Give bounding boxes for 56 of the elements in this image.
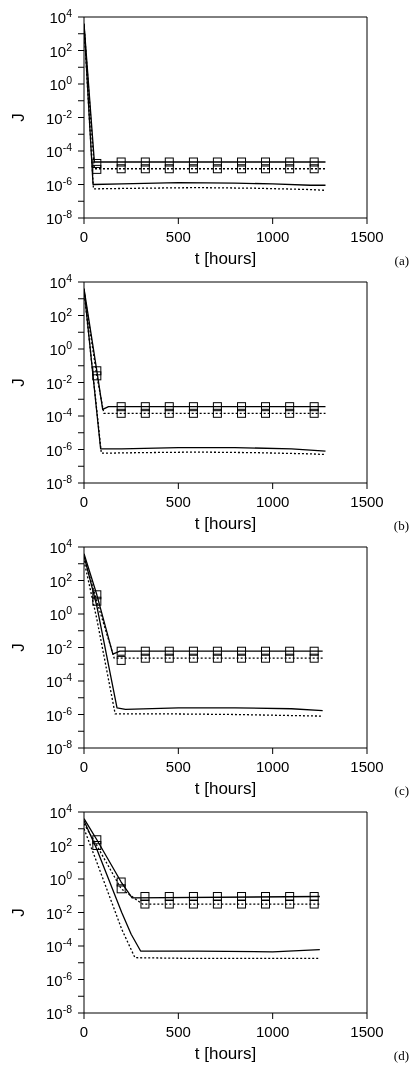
y-axis-title: J — [9, 378, 29, 387]
y-tick-label: 10$^{-6}$ — [45, 704, 73, 724]
x-axis-title: t [hours] — [194, 1044, 257, 1063]
x-tick-label: 500 — [165, 493, 191, 510]
x-axis-title: t [hours] — [194, 779, 257, 798]
y-axis-title: J — [9, 643, 29, 652]
y-tick-label: 10$^{2}$ — [49, 40, 73, 60]
y-tick-label: 10$^{-2}$ — [45, 107, 73, 127]
x-tick-label: 1000 — [255, 758, 290, 775]
x-tick-label: 1000 — [255, 493, 290, 510]
y-tick-label: 10$^{-2}$ — [45, 902, 73, 922]
y-tick-label: 10$^{0}$ — [49, 74, 73, 93]
x-tick-label: 500 — [165, 758, 191, 775]
x-tick-label: 500 — [165, 228, 191, 245]
y-tick-label: 10$^{-6}$ — [45, 439, 73, 459]
y-tick-label: 10$^{-4}$ — [45, 141, 73, 160]
text: (b) — [393, 518, 409, 534]
y-tick-label: 10$^{4}$ — [49, 272, 73, 291]
y-tick-label: 10$^{0}$ — [49, 339, 73, 358]
y-tick-label: 10$^{-8}$ — [45, 738, 73, 757]
x-tick-label: 1500 — [350, 228, 384, 245]
text: (a) — [394, 253, 409, 269]
x-axis-title: t [hours] — [194, 249, 257, 268]
y-tick-label: 10$^{-6}$ — [45, 969, 73, 989]
y-tick-label: 10$^{0}$ — [49, 604, 73, 623]
x-tick-label: 0 — [79, 758, 89, 775]
y-axis-title: J — [9, 113, 29, 122]
y-tick-label: 10$^{-8}$ — [45, 208, 73, 227]
y-tick-label: 10$^{4}$ — [49, 7, 73, 26]
y-tick-label: 10$^{-2}$ — [45, 372, 73, 392]
y-tick-label: 10$^{2}$ — [49, 835, 73, 855]
y-axis-title: J — [9, 908, 29, 917]
x-tick-label: 1000 — [255, 1023, 290, 1040]
y-tick-label: 10$^{2}$ — [49, 570, 73, 590]
y-tick-label: 10$^{-8}$ — [45, 1003, 73, 1022]
x-tick-label: 500 — [165, 1023, 191, 1040]
y-tick-label: 10$^{-6}$ — [45, 174, 73, 194]
x-tick-label: 0 — [79, 493, 89, 510]
x-axis-title: t [hours] — [194, 514, 257, 533]
y-tick-label: 10$^{2}$ — [49, 305, 73, 325]
y-tick-label: 10$^{4}$ — [49, 802, 73, 821]
y-tick-label: 10$^{-4}$ — [45, 406, 73, 425]
x-tick-label: 1500 — [350, 493, 384, 510]
x-tick-label: 0 — [79, 1023, 89, 1040]
y-tick-label: 10$^{-4}$ — [45, 936, 73, 955]
x-tick-label: 1000 — [255, 228, 290, 245]
text: (c) — [394, 783, 409, 799]
y-tick-label: 10$^{-2}$ — [45, 637, 73, 657]
y-tick-label: 10$^{-8}$ — [45, 473, 73, 492]
x-tick-label: 1500 — [350, 1023, 384, 1040]
y-tick-label: 10$^{-4}$ — [45, 671, 73, 690]
x-tick-label: 1500 — [350, 758, 384, 775]
text: (d) — [393, 1048, 409, 1064]
y-tick-label: 10$^{0}$ — [49, 869, 73, 888]
y-tick-label: 10$^{4}$ — [49, 537, 73, 556]
x-tick-label: 0 — [79, 228, 89, 245]
